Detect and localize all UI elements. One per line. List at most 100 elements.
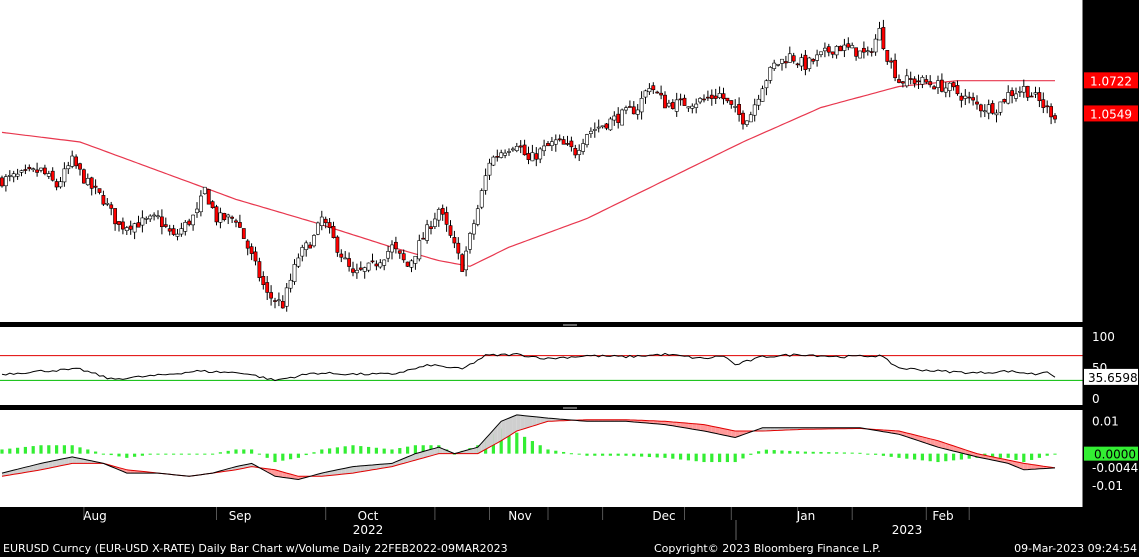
macd-histogram-bar — [343, 446, 347, 454]
candle-body — [378, 262, 383, 268]
candle-body — [82, 169, 86, 184]
candle-body — [904, 75, 909, 87]
candle — [401, 249, 406, 263]
candle — [475, 204, 480, 227]
candle-body — [639, 98, 644, 113]
candle — [978, 103, 983, 118]
candle — [370, 253, 375, 264]
candle — [144, 216, 149, 224]
macd-signal-fill — [700, 424, 704, 432]
macd-signal-fill — [372, 464, 377, 470]
candle — [304, 240, 309, 257]
macd-signal-fill — [934, 439, 938, 448]
candle — [288, 273, 293, 293]
macd-signal-fill — [376, 464, 381, 470]
candle-body — [413, 255, 418, 264]
candle-body — [936, 80, 940, 88]
candle — [932, 84, 937, 90]
candle — [690, 103, 695, 114]
macd-signal-fill — [548, 418, 552, 422]
candle — [160, 209, 164, 235]
candle-body — [635, 109, 640, 115]
macd-signal-fill — [423, 450, 428, 458]
candle-body — [663, 94, 667, 109]
macd-signal-fill — [333, 469, 338, 476]
price-tick-label: 1.0200 — [1092, 173, 1134, 187]
candle-body — [362, 267, 367, 272]
candle-body — [4, 176, 8, 187]
candle — [124, 225, 129, 236]
candle-body — [241, 228, 246, 239]
candle-body — [152, 214, 157, 217]
macd-signal-fill — [434, 447, 439, 455]
macd-histogram-bar — [86, 449, 90, 454]
candle-body — [943, 87, 948, 93]
candle — [148, 214, 153, 223]
candle — [916, 74, 921, 89]
panel-divider-handle-lower[interactable] — [563, 407, 577, 409]
candle-body — [900, 81, 905, 84]
macd-signal-fill — [56, 459, 61, 467]
macd-histogram-bar — [686, 453, 690, 461]
candle — [1025, 85, 1030, 101]
candle — [1041, 92, 1046, 114]
macd-histogram-bar — [31, 446, 35, 454]
candle — [783, 55, 788, 69]
candle — [967, 91, 972, 104]
candle-body — [885, 50, 890, 62]
candle-body — [1014, 93, 1018, 99]
candle — [171, 224, 176, 236]
candle — [19, 169, 24, 177]
macd-signal-fill — [360, 465, 365, 472]
macd-signal-fill — [949, 444, 954, 452]
candle-body — [522, 144, 527, 156]
macd-signal-fill — [349, 466, 353, 474]
candle — [850, 42, 855, 49]
candle — [846, 37, 851, 51]
macd-signal-fill — [945, 443, 950, 451]
candle — [1029, 92, 1034, 98]
candle-body — [752, 104, 757, 116]
candle — [362, 266, 367, 279]
candle — [4, 174, 8, 192]
macd-signal-fill — [13, 469, 18, 475]
macd-signal-fill — [29, 465, 34, 472]
candle — [612, 111, 617, 126]
rsi-plot-area — [0, 327, 1083, 405]
candle-body — [199, 195, 203, 213]
candle — [15, 168, 20, 180]
candle — [694, 98, 699, 114]
candle — [569, 136, 574, 152]
panel-divider-handle-upper[interactable] — [563, 324, 577, 326]
macd-signal-fill — [341, 468, 346, 475]
candle-body — [292, 264, 297, 282]
candle — [756, 94, 761, 111]
candle — [464, 246, 469, 277]
macd-signal-fill — [477, 442, 482, 454]
candle — [659, 85, 664, 100]
candle — [444, 206, 449, 232]
candle-body — [534, 153, 539, 160]
candlestick-layer — [0, 19, 1057, 312]
candle — [588, 127, 593, 138]
candle — [819, 51, 823, 58]
macd-signal-fill — [419, 451, 424, 460]
month-label: Nov — [508, 509, 531, 523]
candle — [741, 110, 745, 130]
macd-histogram-bar — [70, 445, 74, 454]
macd-signal-fill — [723, 428, 728, 436]
macd-histogram-bar — [858, 452, 862, 454]
candle-body — [202, 186, 207, 195]
macd-signal-fill — [688, 423, 693, 430]
macd-histogram-bar — [1014, 453, 1018, 460]
candle-body — [897, 79, 901, 83]
macd-histogram-bar — [944, 453, 948, 462]
candle — [768, 66, 773, 84]
candle-body — [70, 155, 75, 167]
candle-body — [908, 78, 913, 80]
macd-histogram-bar — [335, 447, 339, 454]
candle-body — [429, 226, 433, 229]
candle — [854, 47, 859, 61]
macd-signal-fill — [540, 417, 545, 424]
rsi-value-tag: 35.6598 — [1088, 371, 1138, 385]
